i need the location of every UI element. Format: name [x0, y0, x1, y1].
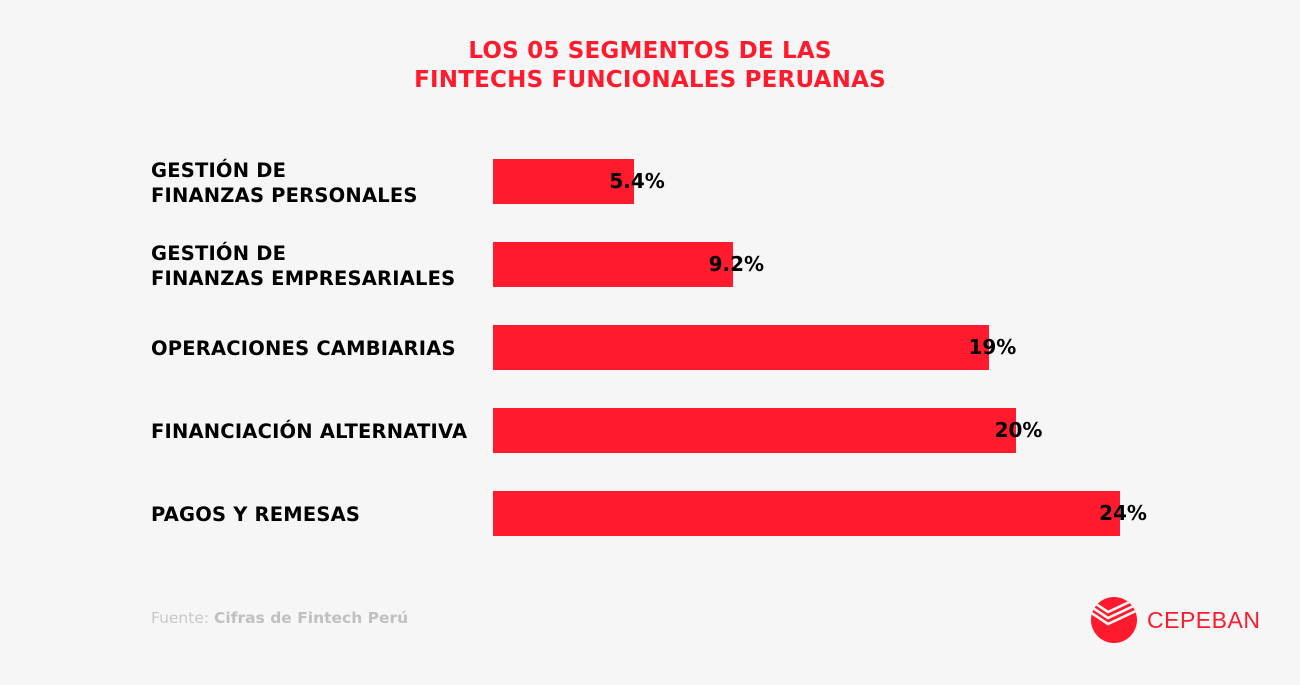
bar — [493, 325, 990, 370]
category-label: PAGOS Y REMESAS — [151, 502, 360, 527]
source-text: Cifras de Fintech Perú — [214, 609, 409, 627]
chart-title-line-2: FINTECHS FUNCIONALES PERUANAS — [414, 67, 886, 93]
category-label-line: FINANZAS PERSONALES — [151, 183, 418, 207]
chart-title-line-1: LOS 05 SEGMENTOS DE LAS — [468, 38, 832, 64]
category-label: GESTIÓN DE FINANZAS EMPRESARIALES — [151, 241, 455, 291]
data-label: 9.2% — [708, 251, 765, 276]
logo-text: CEPEBAN — [1147, 606, 1261, 633]
category-label-line: GESTIÓN DE — [151, 158, 287, 182]
category-label-line: GESTIÓN DE — [151, 241, 287, 265]
bar — [493, 408, 1016, 453]
data-label: 24% — [1099, 500, 1147, 525]
category-label: OPERACIONES CAMBIARIAS — [151, 336, 456, 361]
category-label-line: PAGOS Y REMESAS — [151, 503, 361, 526]
cepeban-logo-icon — [1091, 597, 1137, 643]
bar — [493, 491, 1120, 536]
source-note: Fuente: Cifras de Fintech Perú — [151, 609, 408, 627]
category-label-line: FINANZAS EMPRESARIALES — [151, 266, 456, 290]
category-label: GESTIÓN DE FINANZAS PERSONALES — [151, 158, 418, 208]
category-label: FINANCIACIÓN ALTERNATIVA — [151, 419, 467, 444]
category-label-line: FINANCIACIÓN ALTERNATIVA — [151, 420, 468, 443]
bar — [493, 159, 635, 204]
bar — [493, 242, 734, 287]
category-label-line: OPERACIONES CAMBIARIAS — [151, 337, 456, 360]
data-label: 20% — [994, 417, 1043, 442]
data-label: 19% — [968, 334, 1017, 359]
source-prefix: Fuente: — [151, 609, 210, 627]
chart-title: LOS 05 SEGMENTOS DE LAS FINTECHS FUNCION… — [0, 37, 1300, 95]
data-label: 5.4% — [609, 168, 665, 193]
cepeban-logo: CEPEBAN — [1090, 596, 1260, 644]
